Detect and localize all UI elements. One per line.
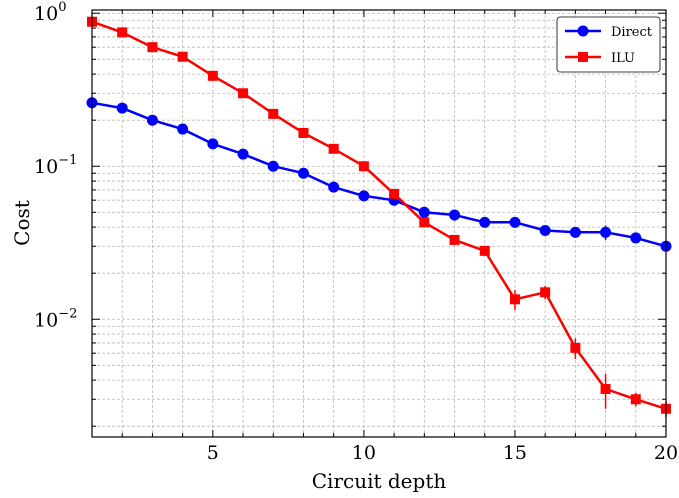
data-point [238,88,249,99]
data-point [630,394,641,405]
data-point [539,225,551,237]
series-layer [86,16,672,417]
series-line [91,20,667,410]
y-tick-label: 100 [34,0,66,25]
data-point [267,160,279,172]
grid [92,10,666,437]
x-tick-label: 20 [654,442,678,464]
data-point [177,123,189,135]
y-tick-label: 10−1 [34,153,77,178]
series-direct [86,97,672,252]
data-point [328,143,339,154]
data-point [328,181,340,193]
legend: Direct ILU [556,16,661,73]
data-point [540,287,551,298]
data-point [509,294,520,305]
y-tick-label: 10−2 [34,306,77,331]
y-axis-label: Cost [10,200,34,246]
x-tick-label: 10 [352,442,376,464]
data-point [569,226,581,238]
data-point [418,206,430,218]
axis-ticks [91,10,667,437]
legend-ilu-label: ILU [611,51,635,66]
data-point [449,234,460,245]
x-tick-label: 5 [207,442,219,464]
data-point [570,342,581,353]
data-point [146,114,158,126]
data-point [237,148,249,160]
data-point [297,167,309,179]
data-point [449,209,461,221]
data-point [389,188,400,199]
data-point [600,226,612,238]
data-point [479,216,491,228]
data-point [207,138,219,150]
legend-direct-marker [577,25,589,37]
series-line [91,101,667,248]
x-axis-label: Circuit depth [312,469,447,493]
data-point [116,102,128,114]
data-point [358,161,369,172]
data-point [298,127,309,138]
data-point [419,217,430,228]
data-point [509,216,521,228]
data-point [207,70,218,81]
data-point [117,27,128,38]
legend-ilu-marker [578,52,588,62]
legend-direct-label: Direct [611,25,653,40]
data-point [358,190,370,202]
x-tick-label: 15 [503,442,527,464]
series-ilu [87,16,671,417]
data-point [600,384,611,395]
data-point [177,51,188,62]
data-point [630,232,642,244]
data-point [268,108,279,119]
data-point [147,42,158,53]
data-point [479,245,490,256]
plot-frame [91,9,667,438]
